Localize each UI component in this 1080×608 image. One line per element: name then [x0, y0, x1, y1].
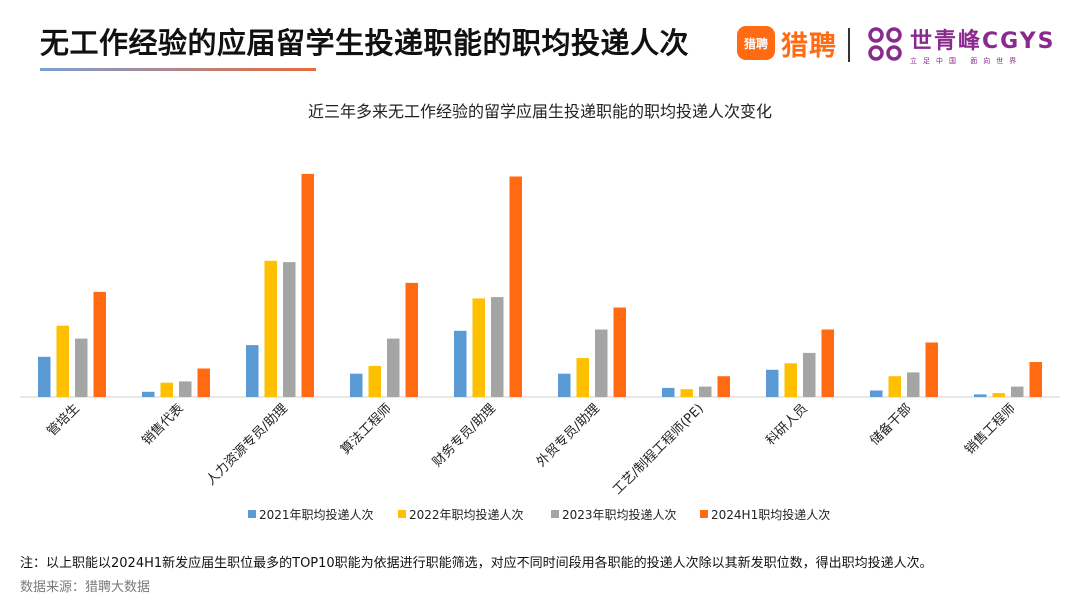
bar [509, 176, 522, 397]
category-label: 工艺/制程工程师(PE) [610, 401, 707, 498]
category-label: 管培生 [44, 401, 83, 440]
bar [93, 291, 106, 397]
logo-divider [848, 28, 850, 62]
legend-swatch [700, 510, 708, 518]
title-underline [40, 68, 316, 71]
bar [179, 381, 192, 397]
bar [662, 387, 675, 397]
bar [717, 376, 730, 397]
category-label: 算法工程师 [338, 401, 395, 458]
legend-swatch [551, 510, 559, 518]
category-label: 人力资源专员/助理 [204, 401, 291, 488]
bar [350, 373, 363, 397]
data-source: 数据来源：猎聘大数据 [20, 580, 151, 595]
bar [197, 368, 210, 397]
bar [613, 307, 626, 397]
bar [925, 342, 938, 397]
bar [454, 330, 467, 397]
bar [38, 356, 51, 397]
bar [595, 329, 608, 397]
bar [699, 386, 712, 397]
bar [283, 262, 296, 397]
bar [992, 393, 1005, 397]
footnote: 注：以上职能以2024H1新发应届生职位最多的TOP10职能为依据进行职能筛选，… [20, 556, 933, 571]
legend-label: 2021年职均投递人次 [259, 507, 374, 522]
bar-chart: 管培生 销售代表 人力资源专员/助理 算法工程师 财务专员/助理 外贸专员/助理 工艺/制程… [20, 173, 1060, 522]
bar [558, 373, 571, 397]
liepin-logo: 猎聘 猎聘 [737, 24, 837, 62]
bar [766, 369, 779, 397]
legend-label: 2024H1职均投递人次 [711, 507, 830, 522]
legend-label: 2022年职均投递人次 [409, 507, 524, 522]
bar [784, 363, 797, 397]
legend-swatch [248, 510, 256, 518]
liepin-logo-icon: 猎聘 [737, 26, 775, 60]
category-label: 科研人员 [763, 401, 810, 448]
cgys-logo-icon [868, 27, 902, 61]
bar [368, 365, 381, 397]
cgys-logo-name: 世青峰CGYS [910, 28, 1056, 54]
legend-swatch [398, 510, 406, 518]
bar [160, 382, 173, 397]
page-title: 无工作经验的应届留学生投递职能的职均投递人次 [40, 26, 690, 60]
bar [1029, 362, 1042, 397]
liepin-logo-text: 猎聘 [781, 30, 837, 62]
bar [301, 173, 314, 397]
bar [821, 329, 834, 397]
cgys-logo-slogan: 立足中国 面向世界 [910, 56, 1023, 65]
bar [888, 376, 901, 397]
bar [576, 358, 589, 397]
category-label: 销售工程师 [962, 401, 1019, 458]
bar [472, 298, 485, 397]
legend-label: 2023年职均投递人次 [562, 507, 677, 522]
bar [907, 372, 920, 397]
bar [387, 338, 400, 397]
bar [142, 391, 155, 397]
category-label: 储备干部 [867, 401, 915, 449]
bar [491, 297, 504, 397]
category-label: 外贸专员/助理 [534, 401, 603, 470]
bar [870, 390, 883, 397]
category-label: 财务专员/助理 [429, 401, 499, 471]
bar [803, 352, 816, 397]
bar [974, 394, 987, 397]
category-label: 销售代表 [139, 401, 187, 449]
bar [56, 325, 69, 397]
bar [75, 338, 88, 397]
bar [246, 345, 259, 397]
chart-title: 近三年多来无工作经验的留学应届生投递职能的职均投递人次变化 [307, 102, 772, 121]
bar [680, 389, 693, 397]
cgys-logo: 世青峰CGYS 立足中国 面向世界 [868, 24, 1056, 65]
bar [264, 260, 277, 397]
bar [405, 282, 418, 397]
bar [1011, 386, 1024, 397]
